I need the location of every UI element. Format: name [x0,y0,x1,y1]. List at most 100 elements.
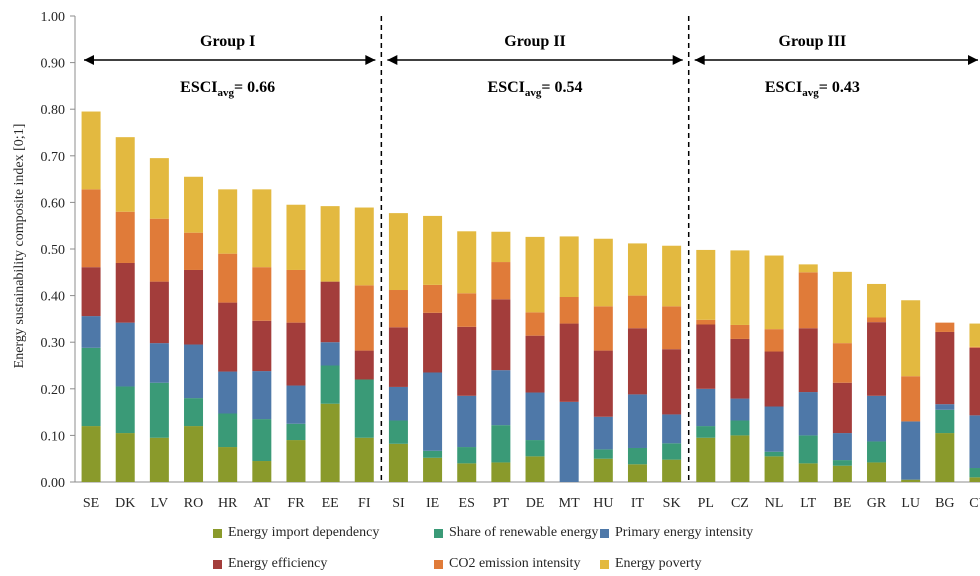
legend-item: Share of renewable energy [434,525,598,541]
bar-segment [286,440,306,482]
bar-segment [832,271,852,344]
x-tick-label: CY [969,496,980,511]
group-arrow-left-head [387,55,398,65]
bar-segment [832,343,852,383]
bar-segment [559,236,579,297]
bar-segment [149,382,169,438]
bar-segment [81,111,101,190]
bar-segment [184,426,204,482]
x-tick-label: SI [392,496,405,511]
bar-segment [525,335,545,393]
y-axis-label: Energy sustainability composite index [0… [12,124,27,369]
bar-segment [81,267,101,317]
x-tick-label: IT [631,496,645,511]
bar-segment [901,300,921,377]
bar-segment [457,447,477,464]
bar-segment [798,272,818,329]
bar-segment [730,250,750,325]
bar-segment [115,322,135,387]
bar-segment [764,451,784,457]
bar-segment [593,350,613,417]
legend-label: Energy import dependency [228,525,380,540]
x-tick-label: FI [358,496,371,511]
bar-segment [730,398,750,421]
x-tick-label: NL [765,496,784,511]
bar-segment [730,324,750,339]
bar-segment [423,450,443,458]
bar-segment [81,316,101,348]
bar-segment [627,243,647,296]
group-annotations: Group I ESCIavg= 0.66 Group II ESCIavg= 0.5… [84,16,978,482]
bar-segment [354,207,374,286]
legend-label: CO2 emission intensity [449,556,581,571]
bar-segment [525,440,545,457]
bar-segment [525,392,545,441]
bar-segment [320,403,340,482]
x-tick-label: LU [901,496,920,511]
bar-segment [115,386,135,434]
bar-segment [696,388,716,427]
y-tick-label: 0.10 [41,429,66,444]
bar-segment [867,283,887,318]
legend-swatch [213,528,222,538]
bar-segment [662,349,682,415]
x-tick-label: MT [559,496,580,511]
bar-segment [184,176,204,233]
bar-segment [593,416,613,450]
group-label: Group III [779,33,847,50]
y-tick-label: 0.50 [41,243,66,258]
bar-segment [525,456,545,482]
bar-segment [457,293,477,327]
group-label: Group II [504,33,566,50]
bar-segment [423,312,443,373]
group-arrow-right-head [968,55,978,65]
bar-segment [764,406,784,452]
bar-segment [627,295,647,329]
bar-segment [457,231,477,294]
bar-segment [218,253,238,303]
bar-segment [593,458,613,482]
legend-label: Energy efficiency [228,556,328,571]
bar-segment [832,433,852,461]
bar-segment [286,322,306,386]
bar-segment [252,267,272,321]
bar-segment [286,423,306,441]
bar-segment [764,329,784,352]
bar-segment [354,285,374,351]
bar-segment [457,395,477,448]
bar-segment [252,320,272,372]
bar-segment [423,284,443,313]
x-tick-label: RO [184,496,203,511]
legend-swatch [213,559,222,569]
bar-segment [798,264,818,273]
bar-segment [627,464,647,482]
y-tick-label: 0.70 [41,150,66,165]
bar-segment [388,420,408,444]
x-tick-label: HR [218,496,238,511]
y-tick-label: 0.30 [41,336,66,351]
bar-segment [559,401,579,482]
legend-swatch [600,559,609,569]
x-tick-label: PL [698,496,714,511]
bar-segment [184,344,204,399]
bar-segment [388,213,408,291]
x-tick-label: IE [426,496,439,511]
legend-swatch [434,559,443,569]
bar-segment [798,392,818,436]
y-tick-label: 0.00 [41,476,66,491]
bar-segment [662,443,682,460]
bar-segment [867,395,887,442]
bar-segment [798,328,818,393]
bar-segment [252,371,272,420]
bar-segment [115,433,135,482]
x-tick-label: DK [115,496,135,511]
bar-segment [81,426,101,482]
bar-segment [627,447,647,465]
x-tick-label: SK [663,496,681,511]
bar-segment [935,322,955,332]
bar-segment [286,385,306,424]
y-tick-label: 0.90 [41,57,66,72]
bar-segment [149,437,169,482]
bar-segment [627,328,647,395]
